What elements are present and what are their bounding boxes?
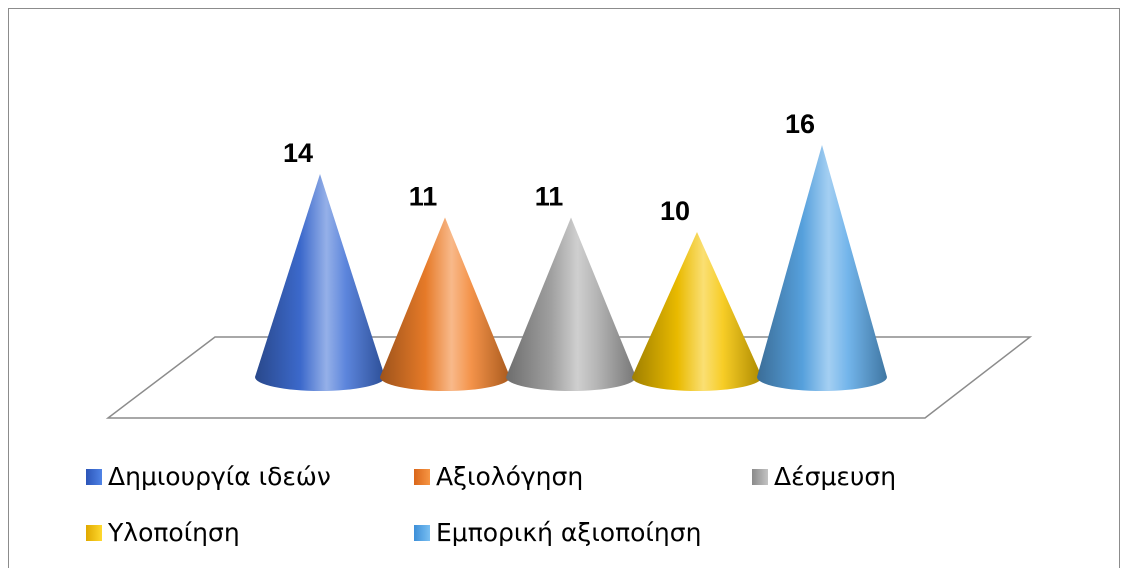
cone-3[interactable]	[506, 217, 636, 392]
cone-4[interactable]	[632, 232, 762, 391]
cone-2[interactable]	[380, 217, 510, 392]
legend-item-commercialization[interactable]: Εμπορική αξιοποίηση	[414, 518, 701, 547]
data-labels: 14 11 11 10 16	[283, 109, 815, 226]
data-label-5: 16	[785, 109, 815, 139]
legend-label: Αξιολόγηση	[436, 462, 584, 491]
data-label-2: 11	[409, 182, 438, 212]
legend-label: Εμπορική αξιοποίηση	[436, 518, 702, 547]
data-label-4: 10	[660, 196, 690, 226]
legend-swatch	[86, 524, 102, 541]
legend-swatch	[414, 468, 430, 485]
legend-swatch	[86, 468, 102, 485]
legend-label: Δέσμευση	[774, 462, 897, 491]
legend-label: Υλοποίηση	[108, 518, 240, 547]
cone-series	[255, 145, 887, 391]
data-label-1: 14	[283, 138, 313, 168]
legend-swatch	[752, 468, 768, 485]
legend-item-evaluation[interactable]: Αξιολόγηση	[414, 462, 583, 491]
legend-item-implementation[interactable]: Υλοποίηση	[86, 518, 240, 547]
legend-label: Δημιουργία ιδεών	[108, 462, 331, 491]
legend-swatch	[414, 524, 430, 541]
legend-item-commitment[interactable]: Δέσμευση	[752, 462, 896, 491]
data-label-3: 11	[535, 182, 564, 212]
legend-item-creation[interactable]: Δημιουργία ιδεών	[86, 462, 331, 491]
cone-5[interactable]	[757, 145, 887, 391]
cone-1[interactable]	[255, 174, 385, 391]
